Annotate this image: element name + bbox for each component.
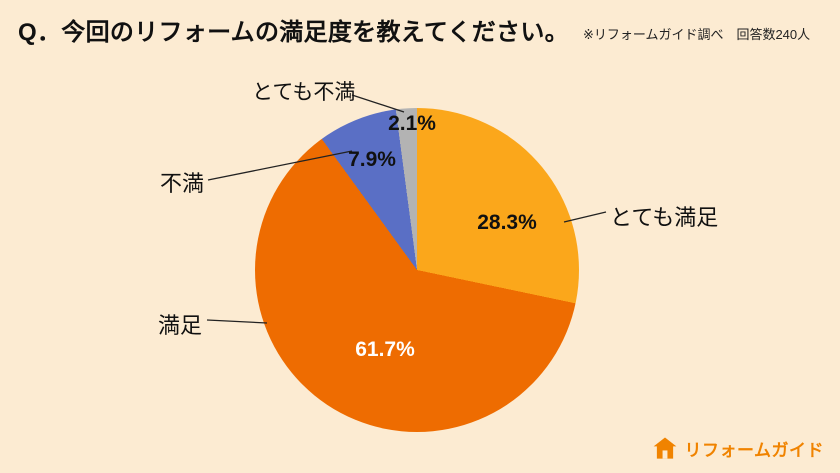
slice-label-very-dissatisfied: とても不満 bbox=[252, 81, 356, 104]
header: Q．今回のリフォームの満足度を教えてください。 ※リフォームガイド調べ 回答数2… bbox=[18, 12, 830, 47]
logo-text: リフォームガイド bbox=[684, 440, 824, 460]
slice-label-dissatisfied: 不満 bbox=[160, 171, 205, 196]
leader-line-satisfied bbox=[206, 319, 268, 324]
survey-note: ※リフォームガイド調べ 回答数240人 bbox=[582, 27, 811, 42]
pct-value-very-dissatisfied: 2.1% bbox=[388, 112, 436, 135]
pct-value-very-satisfied: 28.3% bbox=[477, 211, 537, 234]
slice-label-very-satisfied: とても満足 bbox=[610, 205, 719, 230]
pct-value-dissatisfied: 7.9% bbox=[348, 148, 396, 171]
pie-chart bbox=[255, 108, 579, 432]
slice-label-satisfied: 満足 bbox=[158, 313, 203, 338]
pct-value-satisfied: 61.7% bbox=[355, 338, 415, 361]
house-icon bbox=[653, 437, 676, 459]
logo: リフォームガイド bbox=[652, 435, 825, 461]
page-title: Q．今回のリフォームの満足度を教えてください。 bbox=[18, 19, 569, 46]
